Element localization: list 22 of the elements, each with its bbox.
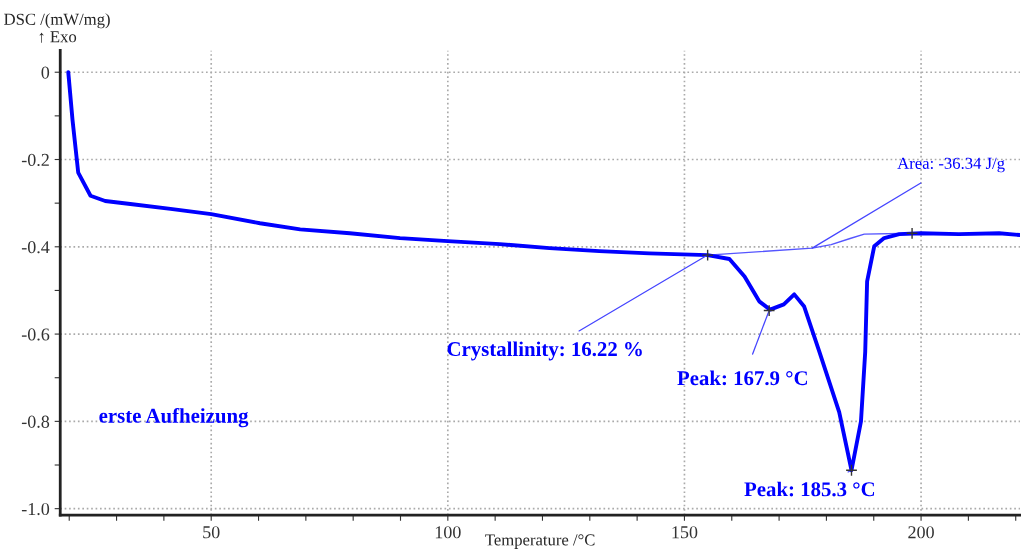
point (845, 464, 858, 477)
annotation: erste Aufheizung (99, 407, 249, 428)
y-axis-title: DSC /(mW/mg) ↑ Exo (4, 13, 110, 43)
x-tick-label: 200 (908, 526, 934, 539)
x-tick-label: 100 (435, 526, 461, 539)
y-tick-label: -0.6 (21, 328, 50, 341)
annotation: Area: -36.34 J/g (897, 157, 1005, 173)
point (763, 304, 776, 317)
y-tick-label: -1.0 (21, 502, 50, 516)
point (906, 227, 919, 240)
y-tick-label: -0.8 (21, 415, 50, 428)
y-tick-label: -0.2 (21, 153, 49, 167)
x-tick-label: 150 (672, 526, 698, 539)
y-tick-label: -0.4 (21, 241, 50, 254)
x-axis-title: Temperature /°C (485, 534, 595, 549)
y-tick-label: 0 (41, 66, 50, 79)
point (701, 249, 714, 262)
annotation: Peak: 185.3 °C (744, 481, 875, 497)
x-tick-label: 50 (203, 526, 220, 539)
annotation: Crystallinity: 16.22 % (447, 341, 642, 361)
annotation: Peak: 167.9 °C (677, 370, 807, 386)
line-series (66, 70, 1020, 473)
